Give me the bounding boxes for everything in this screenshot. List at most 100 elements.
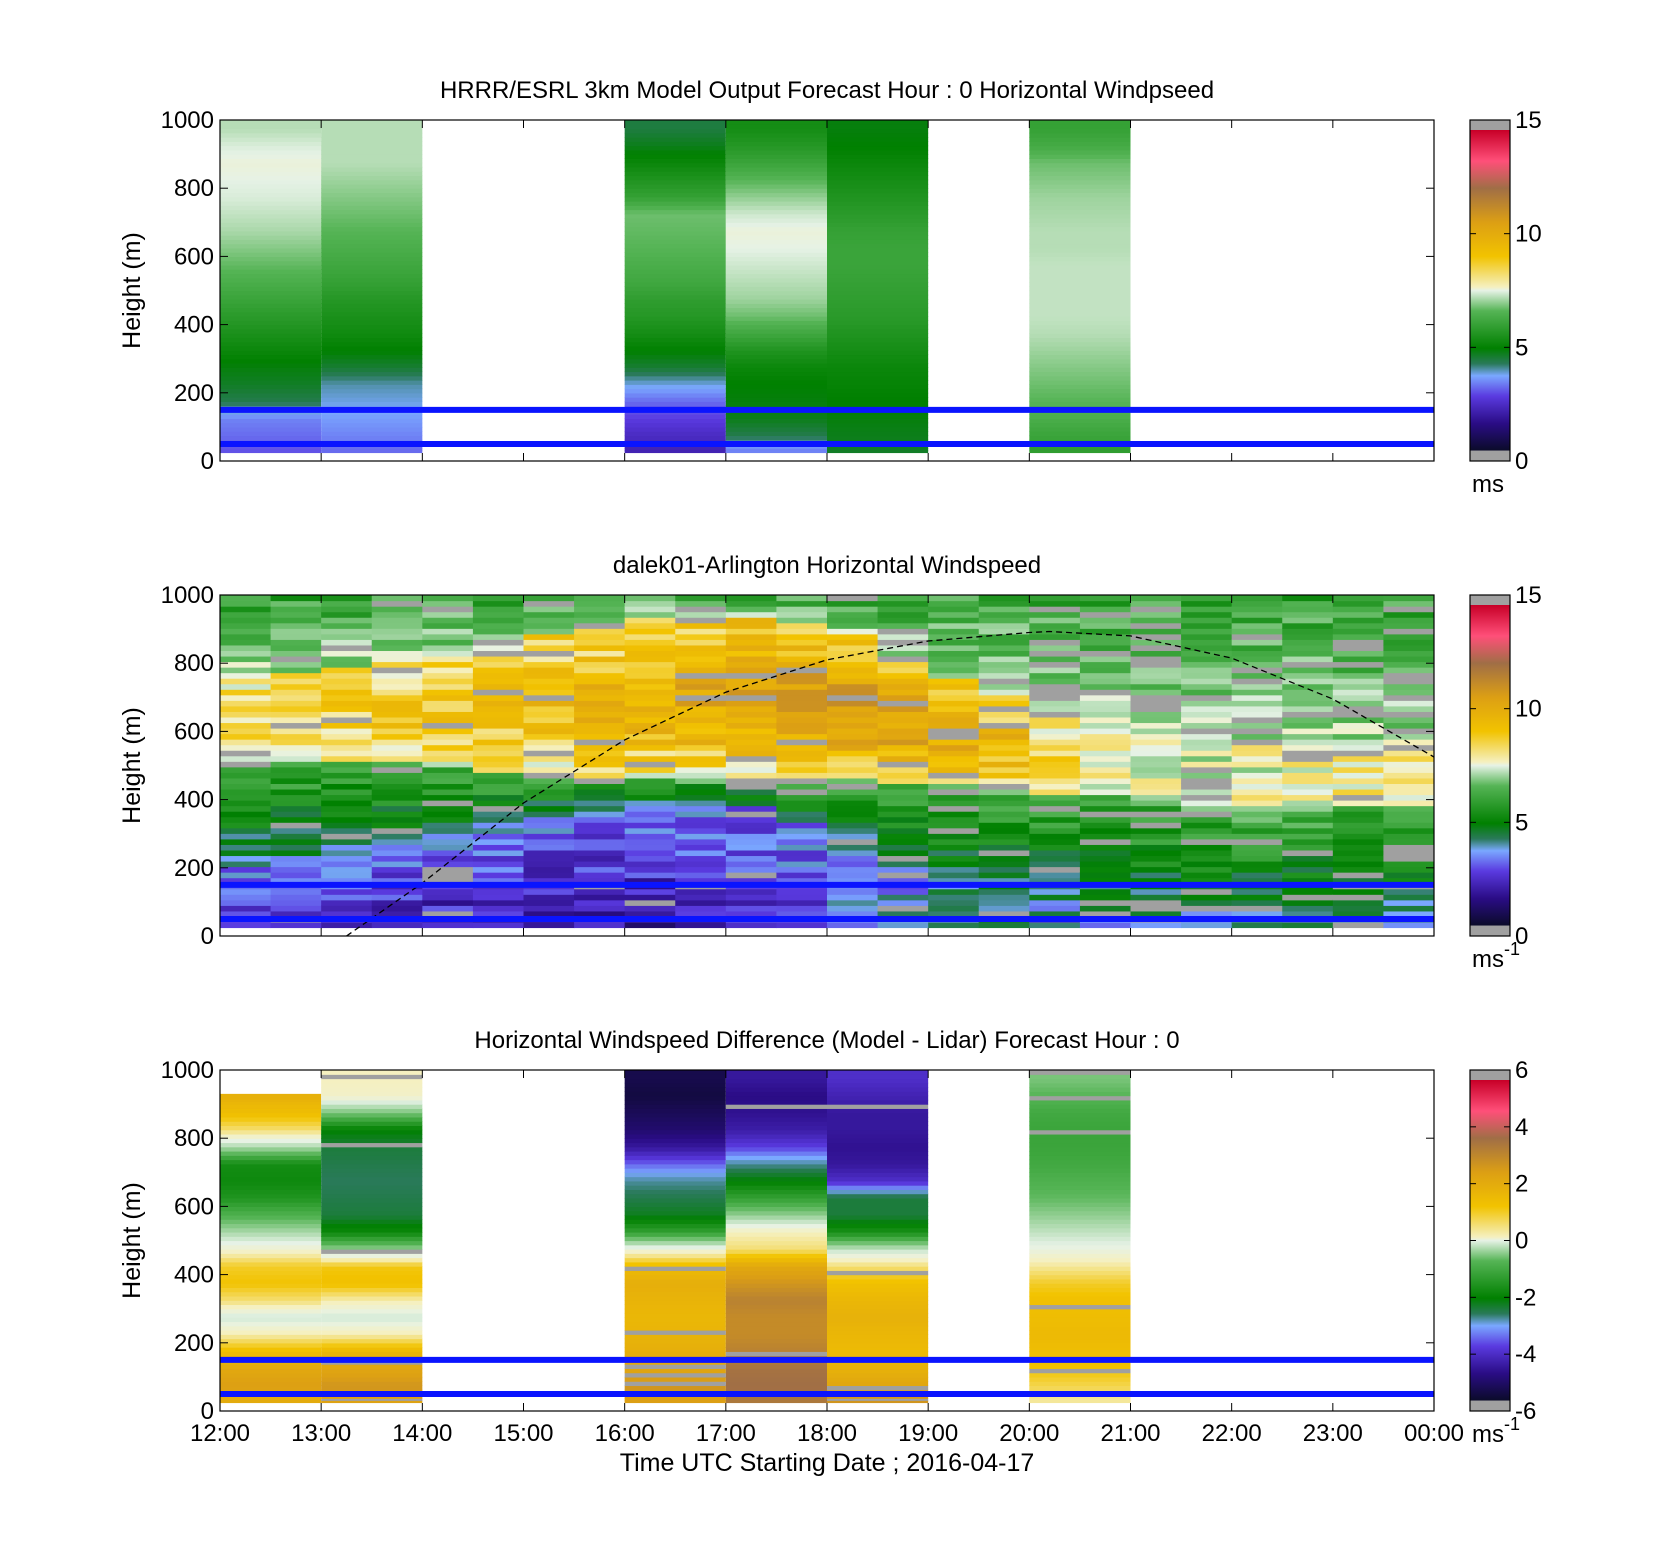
heatmap-cell: [725, 256, 827, 262]
heatmap-cell: [270, 827, 322, 834]
heatmap-cell: [827, 132, 929, 138]
heatmap-cell: [725, 606, 777, 613]
colorbar-tick-label: 15: [1515, 107, 1542, 134]
heatmap-cell: [725, 1317, 827, 1323]
heatmap-cell: [624, 380, 726, 385]
heatmap-cell: [1029, 388, 1131, 394]
heatmap-cell: [675, 805, 727, 812]
heatmap-cell: [1181, 600, 1233, 607]
heatmap-cell: [371, 628, 423, 635]
heatmap-cell: [827, 1317, 929, 1323]
heatmap-cell: [220, 1096, 322, 1100]
heatmap-cell: [1332, 750, 1384, 757]
heatmap-cell: [1332, 844, 1384, 851]
heatmap-cell: [675, 827, 727, 834]
heatmap-cell: [725, 783, 777, 790]
heatmap-cell: [321, 328, 423, 334]
heatmap-cell: [321, 446, 423, 449]
heatmap-cell: [827, 397, 929, 402]
heatmap-cell: [472, 783, 524, 790]
heatmap-cell: [220, 1159, 322, 1165]
heatmap-cell: [1181, 655, 1233, 663]
heatmap-cell: [1079, 888, 1131, 895]
heatmap-cell: [624, 1253, 726, 1259]
heatmap-cell: [1029, 1376, 1131, 1382]
heatmap-cell: [877, 816, 929, 823]
heatmap-cell: [725, 422, 827, 428]
heatmap-cell: [675, 905, 727, 912]
heatmap-cell: [422, 849, 474, 857]
heatmap-cell: [624, 1330, 726, 1335]
heatmap-cell: [1282, 683, 1334, 690]
heatmap-cell: [1383, 644, 1434, 652]
heatmap-cell: [1282, 816, 1334, 823]
heatmap-cell: [725, 426, 827, 432]
heatmap-cell: [1130, 606, 1182, 613]
heatmap-cell: [725, 905, 777, 912]
heatmap-cell: [725, 1398, 827, 1401]
heatmap-cell: [1383, 595, 1434, 602]
colorbar-tick-label: -6: [1515, 1398, 1536, 1425]
heatmap-cell: [725, 1253, 827, 1259]
heatmap-cell: [827, 722, 879, 729]
heatmap-cell: [1181, 921, 1233, 929]
heatmap-cell: [624, 921, 676, 929]
heatmap-cell: [220, 1291, 322, 1297]
heatmap-cell: [725, 722, 777, 729]
heatmap-cell: [1332, 727, 1384, 735]
heatmap-cell: [624, 1308, 726, 1314]
heatmap-cell: [1231, 739, 1283, 746]
heatmap-cell: [1332, 606, 1384, 613]
heatmap-cell: [1029, 1304, 1131, 1310]
heatmap-cell: [1079, 606, 1131, 613]
heatmap-cell: [675, 744, 727, 751]
heatmap-cell: [1079, 816, 1131, 823]
heatmap-cell: [675, 683, 727, 690]
heatmap-cell: [321, 1385, 423, 1391]
heatmap-cell: [321, 205, 423, 211]
heatmap-cell: [422, 606, 474, 613]
heatmap-cell: [1029, 435, 1131, 441]
heatmap-cell: [624, 705, 676, 712]
heatmap-cells: [220, 1070, 1131, 1404]
heatmap-cell: [321, 1295, 423, 1301]
heatmap-cell: [220, 367, 322, 373]
heatmap-cell: [827, 414, 929, 419]
heatmap-cell: [725, 678, 777, 685]
heatmap-cell: [1029, 678, 1081, 685]
heatmap-cell: [776, 888, 828, 895]
heatmap-cell: [978, 633, 1030, 640]
heatmap-cell: [827, 1214, 929, 1220]
heatmap-cell: [422, 683, 474, 690]
heatmap-cell: [978, 777, 1030, 785]
heatmap-cell: [574, 899, 626, 906]
heatmap-cell: [523, 877, 575, 884]
heatmap-cell: [422, 744, 474, 751]
heatmap-cell: [220, 1287, 322, 1293]
heatmap-cell: [321, 894, 373, 901]
heatmap-cell: [624, 222, 726, 228]
heatmap-cell: [1332, 822, 1384, 829]
heatmap-cell: [321, 794, 373, 801]
heatmap-cell: [877, 888, 929, 895]
heatmap-cell: [827, 855, 879, 862]
heatmap-cell: [220, 397, 322, 402]
heatmap-cell: [1029, 1121, 1131, 1127]
heatmap-cell: [877, 678, 929, 685]
heatmap-cell: [523, 689, 575, 696]
heatmap-cell: [321, 354, 423, 360]
heatmap-cell: [1029, 132, 1131, 138]
heatmap-cell: [321, 700, 373, 707]
heatmap-cell: [1181, 800, 1233, 807]
heatmap-cell: [725, 711, 777, 718]
heatmap-cell: [422, 872, 474, 879]
heatmap-cell: [321, 1372, 423, 1378]
heatmap-cell: [1079, 844, 1131, 851]
heatmap-cell: [1231, 650, 1283, 657]
heatmap-cell: [1282, 733, 1334, 740]
heatmap-cell: [827, 1163, 929, 1169]
heatmap-cell: [1332, 689, 1384, 696]
heatmap-cell: [827, 281, 929, 287]
heatmap-cell: [1383, 833, 1434, 840]
heatmap-cell: [776, 705, 828, 712]
